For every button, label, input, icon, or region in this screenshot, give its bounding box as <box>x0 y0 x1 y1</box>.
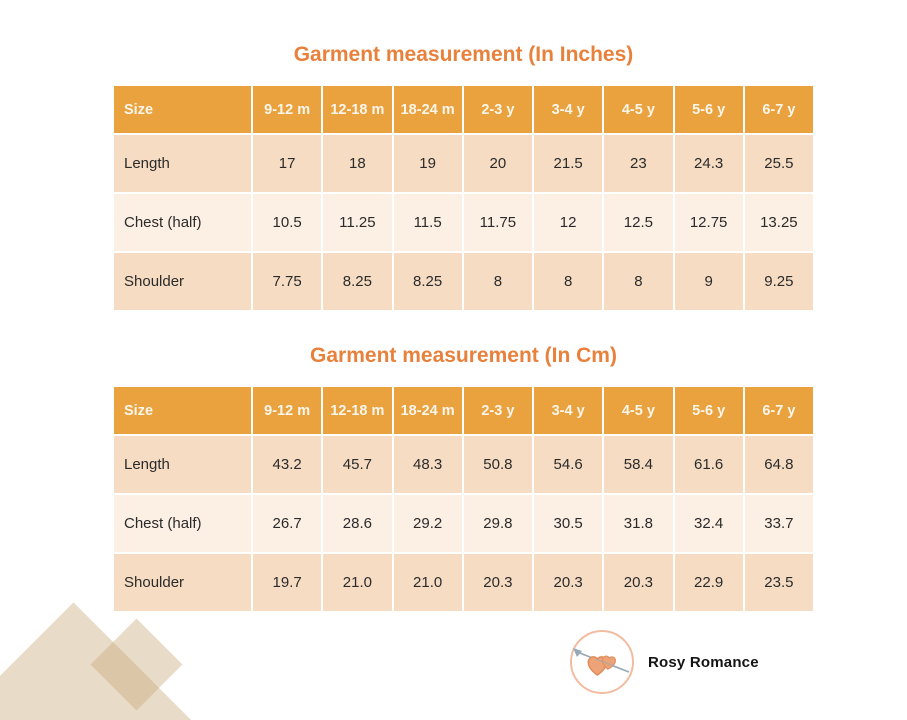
table-cell: 8.25 <box>391 251 464 312</box>
table-cell: 8 <box>531 251 605 312</box>
table-cell: 24.3 <box>672 133 745 194</box>
table-cell: 8 <box>602 251 675 312</box>
table-cell: 8 <box>461 251 535 312</box>
row-label: Length <box>112 434 253 495</box>
tables-area: Garment measurement (In Inches) Size 9-1… <box>112 0 815 613</box>
table-cell: 21.0 <box>321 552 394 613</box>
row-label: Length <box>112 133 253 194</box>
column-header-4-5y: 4-5 y <box>602 84 675 135</box>
column-header-9-12m: 9-12 m <box>250 84 324 135</box>
table-cell: 23 <box>602 133 675 194</box>
table-cell: 22.9 <box>672 552 745 613</box>
column-header-18-24m: 18-24 m <box>391 385 464 436</box>
row-label: Shoulder <box>112 552 253 613</box>
table-cell: 17 <box>250 133 324 194</box>
table-cell: 28.6 <box>321 493 394 554</box>
table-cell: 9 <box>672 251 745 312</box>
column-header-6-7y: 6-7 y <box>742 385 815 436</box>
table-cell: 29.8 <box>461 493 535 554</box>
table-cell: 20.3 <box>461 552 535 613</box>
table-cell: 19 <box>391 133 464 194</box>
table-row-chest: Chest (half) 26.7 28.6 29.2 29.8 30.5 31… <box>112 493 815 554</box>
hearts-pierced-by-arrow-icon <box>570 630 634 694</box>
table-cell: 31.8 <box>602 493 675 554</box>
table-row-length: Length 17 18 19 20 21.5 23 24.3 25.5 <box>112 133 815 194</box>
column-header-9-12m: 9-12 m <box>250 385 324 436</box>
table-cell: 21.0 <box>391 552 464 613</box>
table-cell: 11.25 <box>321 192 394 253</box>
table-cell: 58.4 <box>602 434 675 495</box>
table-cell: 50.8 <box>461 434 535 495</box>
table-cell: 33.7 <box>742 493 815 554</box>
table-cell: 7.75 <box>250 251 324 312</box>
table-cell: 12 <box>531 192 605 253</box>
column-header-3-4y: 3-4 y <box>531 84 605 135</box>
cm-table-title: Garment measurement (In Cm) <box>310 344 617 367</box>
column-header-5-6y: 5-6 y <box>672 385 745 436</box>
table-cell: 21.5 <box>531 133 605 194</box>
inches-table-title: Garment measurement (In Inches) <box>293 43 634 66</box>
cm-header-row: Size 9-12 m 12-18 m 18-24 m 2-3 y 3-4 y … <box>112 385 815 436</box>
table-cell: 20.3 <box>531 552 605 613</box>
table-cell: 23.5 <box>742 552 815 613</box>
table-cell: 54.6 <box>531 434 605 495</box>
column-header-5-6y: 5-6 y <box>672 84 745 135</box>
table-row-shoulder: Shoulder 7.75 8.25 8.25 8 8 8 9 9.25 <box>112 251 815 312</box>
row-label: Shoulder <box>112 251 253 312</box>
column-header-size: Size <box>112 385 253 436</box>
column-header-12-18m: 12-18 m <box>321 385 394 436</box>
column-header-2-3y: 2-3 y <box>461 385 535 436</box>
column-header-size: Size <box>112 84 253 135</box>
column-header-12-18m: 12-18 m <box>321 84 394 135</box>
column-header-6-7y: 6-7 y <box>742 84 815 135</box>
table-cell: 12.75 <box>672 192 745 253</box>
table-cell: 18 <box>321 133 394 194</box>
cm-measurement-table: Size 9-12 m 12-18 m 18-24 m 2-3 y 3-4 y … <box>112 385 815 613</box>
row-label: Chest (half) <box>112 192 253 253</box>
table-cell: 12.5 <box>602 192 675 253</box>
table-cell: 26.7 <box>250 493 324 554</box>
table-cell: 29.2 <box>391 493 464 554</box>
brand-name: Rosy Romance <box>648 653 759 671</box>
column-header-2-3y: 2-3 y <box>461 84 535 135</box>
table-cell: 45.7 <box>321 434 394 495</box>
brand: Rosy Romance <box>566 626 759 698</box>
table-cell: 32.4 <box>672 493 745 554</box>
table-row-chest: Chest (half) 10.5 11.25 11.5 11.75 12 12… <box>112 192 815 253</box>
table-cell: 11.75 <box>461 192 535 253</box>
column-header-18-24m: 18-24 m <box>391 84 464 135</box>
table-cell: 43.2 <box>250 434 324 495</box>
table-cell: 9.25 <box>742 251 815 312</box>
column-header-3-4y: 3-4 y <box>531 385 605 436</box>
table-cell: 20 <box>461 133 535 194</box>
table-row-length: Length 43.2 45.7 48.3 50.8 54.6 58.4 61.… <box>112 434 815 495</box>
inches-header-row: Size 9-12 m 12-18 m 18-24 m 2-3 y 3-4 y … <box>112 84 815 135</box>
table-cell: 13.25 <box>742 192 815 253</box>
table-cell: 30.5 <box>531 493 605 554</box>
table-cell: 61.6 <box>672 434 745 495</box>
table-cell: 10.5 <box>250 192 324 253</box>
column-header-4-5y: 4-5 y <box>602 385 675 436</box>
table-cell: 8.25 <box>321 251 394 312</box>
table-row-shoulder: Shoulder 19.7 21.0 21.0 20.3 20.3 20.3 2… <box>112 552 815 613</box>
table-cell: 19.7 <box>250 552 324 613</box>
table-cell: 11.5 <box>391 192 464 253</box>
table-cell: 20.3 <box>602 552 675 613</box>
table-cell: 48.3 <box>391 434 464 495</box>
table-cell: 64.8 <box>742 434 815 495</box>
table-cell: 25.5 <box>742 133 815 194</box>
inches-measurement-table: Size 9-12 m 12-18 m 18-24 m 2-3 y 3-4 y … <box>112 84 815 312</box>
row-label: Chest (half) <box>112 493 253 554</box>
